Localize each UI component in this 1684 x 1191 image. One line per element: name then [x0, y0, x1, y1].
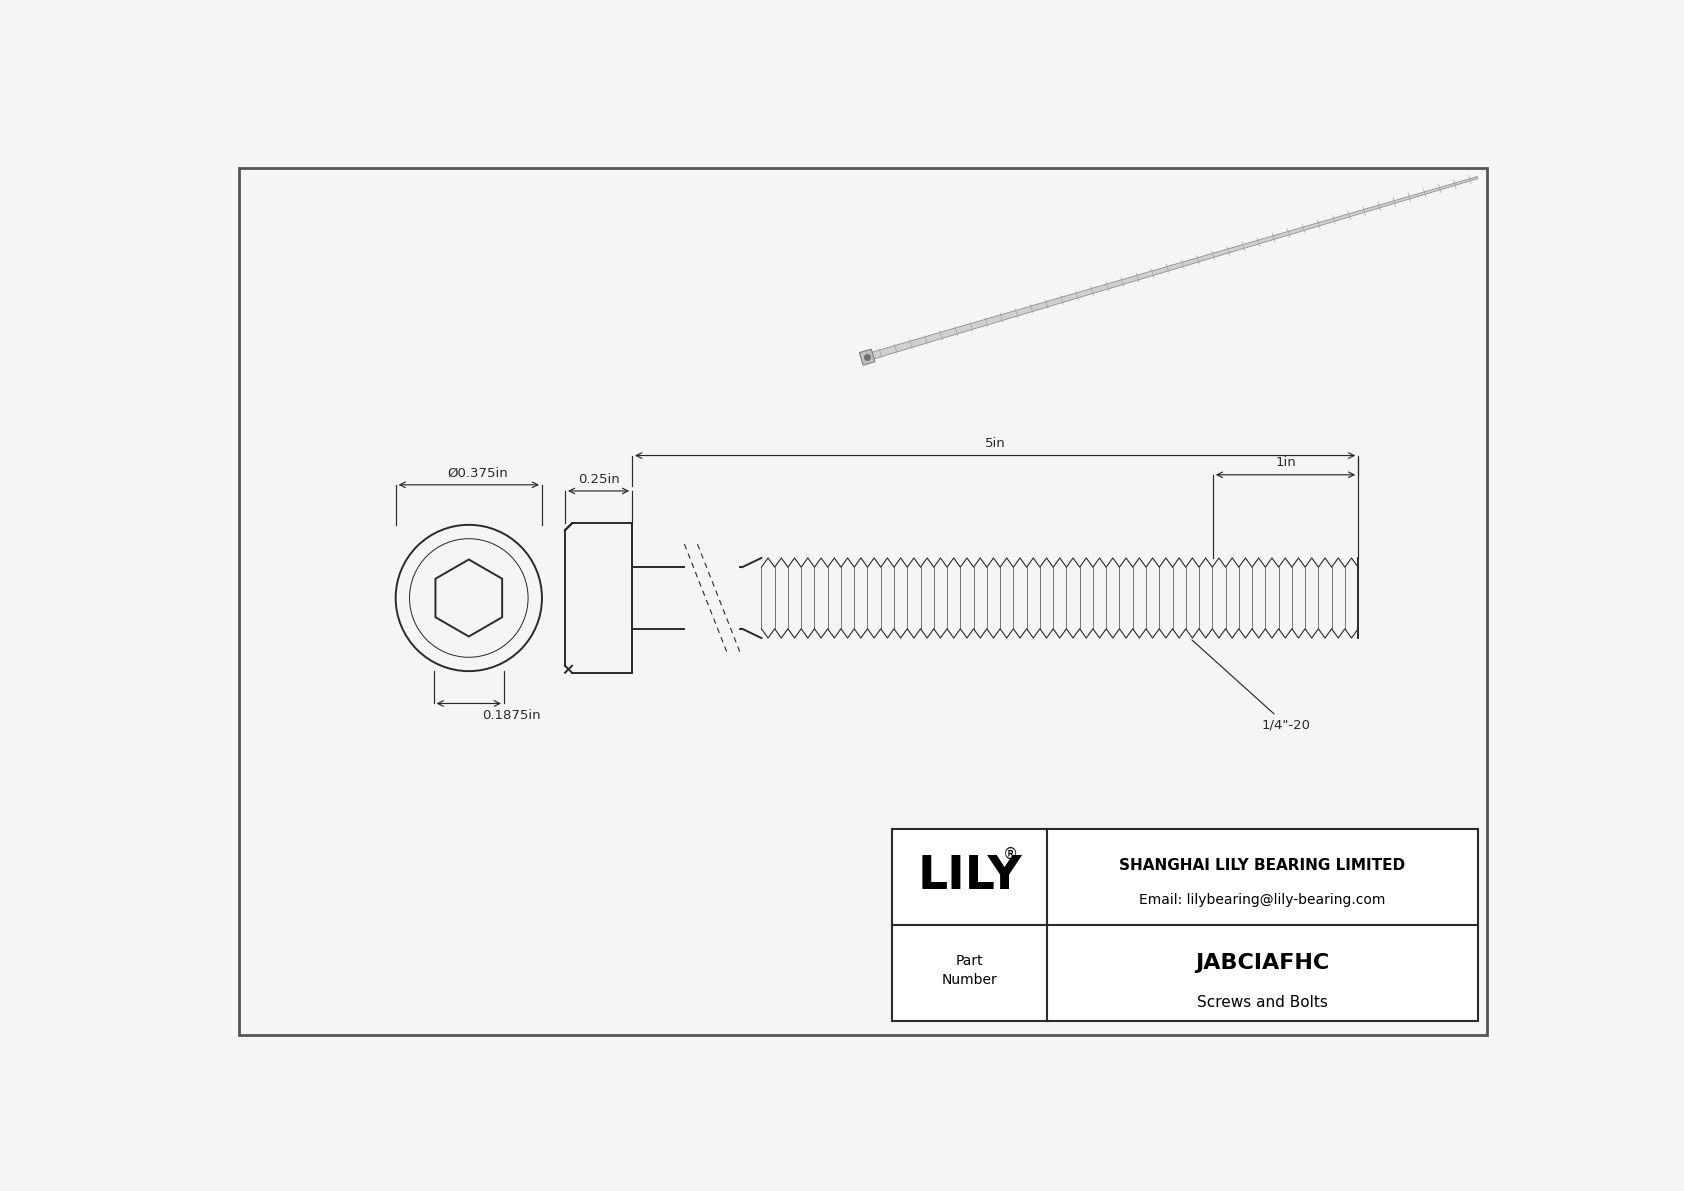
Text: 1in: 1in — [1275, 456, 1297, 469]
Text: Email: lilybearing@lily-bearing.com: Email: lilybearing@lily-bearing.com — [1140, 893, 1386, 908]
Text: 0.1875in: 0.1875in — [482, 709, 541, 722]
Text: SHANGHAI LILY BEARING LIMITED: SHANGHAI LILY BEARING LIMITED — [1120, 858, 1406, 873]
Polygon shape — [859, 349, 876, 366]
Text: 5in: 5in — [985, 437, 1005, 450]
Text: ®: ® — [1004, 847, 1019, 861]
Text: LILY: LILY — [918, 854, 1022, 899]
Bar — [893, 829, 1477, 1022]
Text: JABCIAFHC: JABCIAFHC — [1196, 953, 1330, 973]
Text: Ø0.375in: Ø0.375in — [448, 467, 509, 480]
Polygon shape — [872, 176, 1479, 358]
Text: 0.25in: 0.25in — [578, 473, 620, 486]
Text: Screws and Bolts: Screws and Bolts — [1197, 994, 1329, 1010]
Text: Part
Number: Part Number — [941, 954, 997, 987]
Text: 1/4"-20: 1/4"-20 — [1192, 640, 1310, 731]
